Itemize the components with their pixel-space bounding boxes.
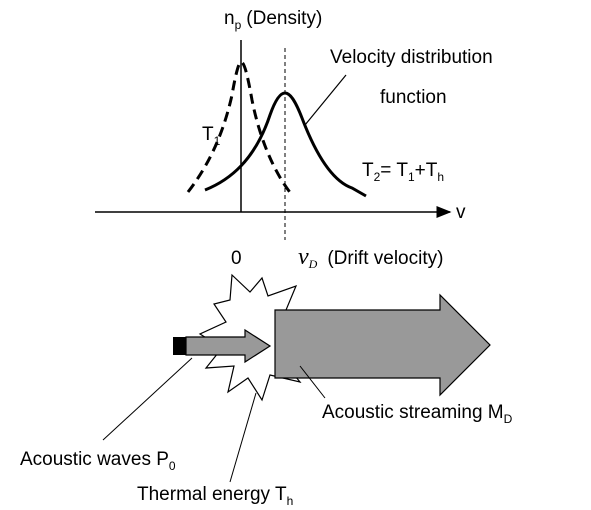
vdf-label: Velocity distribution [330, 47, 493, 68]
t2-label: T2= T1+Th [362, 160, 444, 184]
leader-line [102, 357, 193, 441]
leader-line [299, 365, 326, 399]
t1-label: T1 [202, 124, 221, 148]
velocity-distribution [204, 91, 367, 198]
origin-label: 0 [231, 248, 242, 269]
thermal-label: Thermal energy Th [137, 484, 293, 508]
streaming-label: Acoustic streaming MD [322, 402, 513, 426]
velocity-axis-label: v [456, 202, 466, 223]
streaming-arrow [274, 293, 491, 397]
leader-line [229, 392, 257, 483]
vdf-label: function [380, 87, 447, 108]
waves-label: Acoustic waves P0 [20, 449, 176, 473]
wave-arrow [185, 328, 272, 364]
drift-label: vD (Drift velocity) [298, 244, 443, 271]
wave-source [173, 337, 186, 355]
density-label: np (Density) [224, 8, 322, 32]
leader-line [304, 74, 347, 126]
